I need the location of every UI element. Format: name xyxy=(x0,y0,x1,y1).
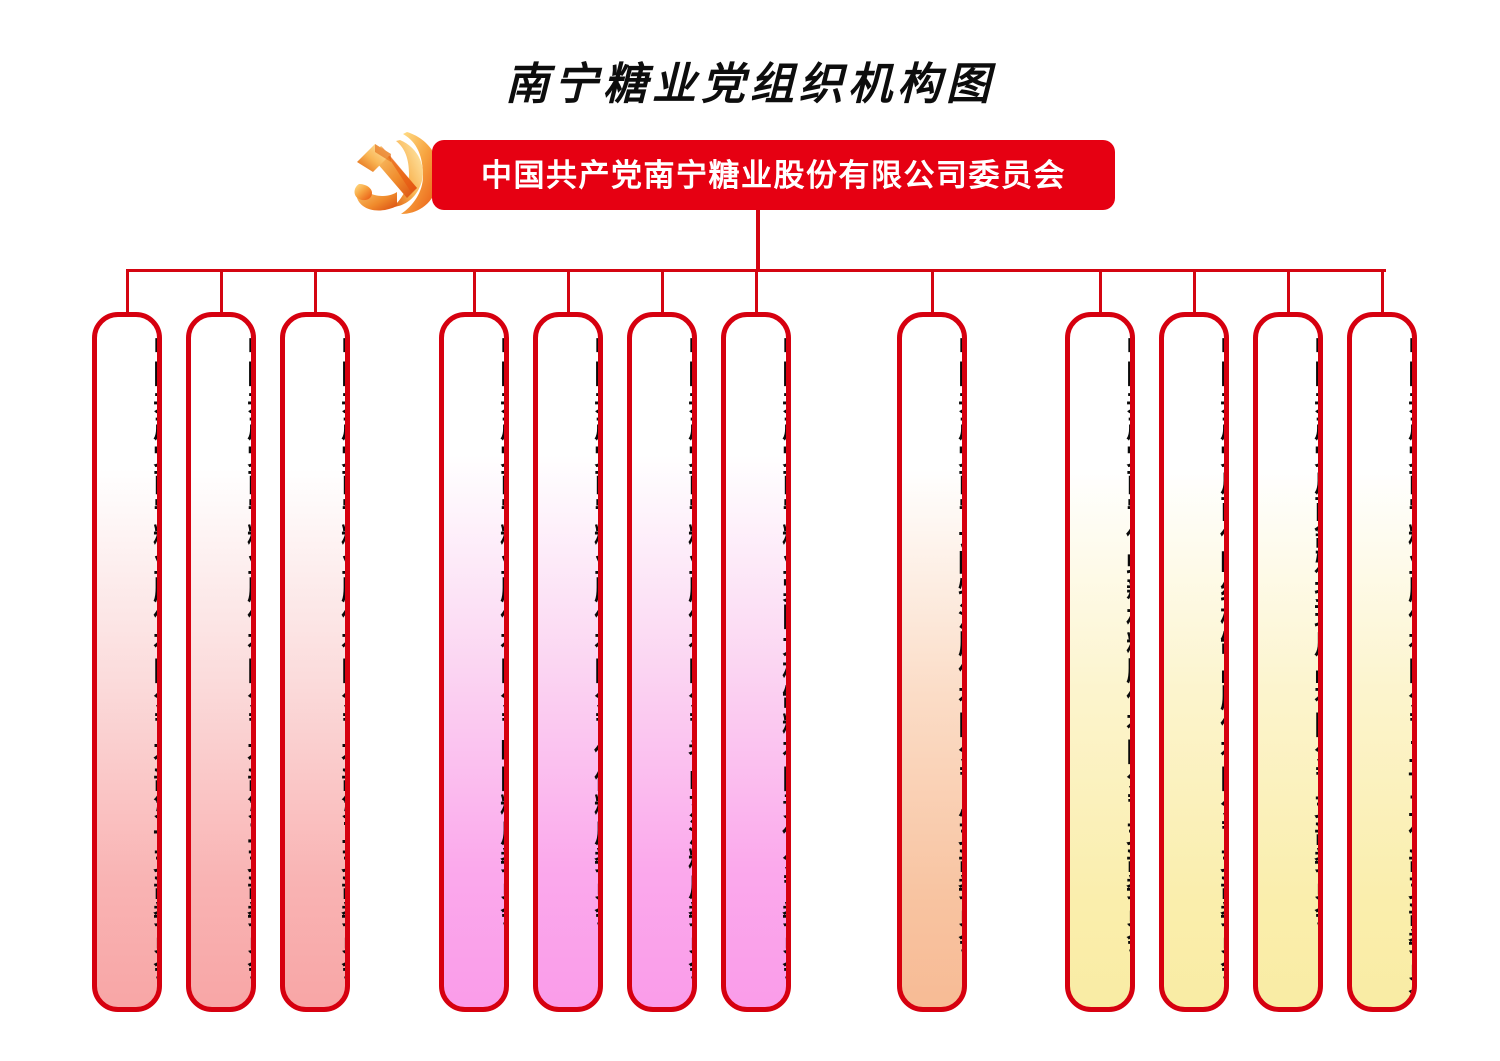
org-node-label: 中国共产党南宁糖业股份有限公司本部第三支部委员会 xyxy=(337,333,350,981)
org-node-box[interactable]: 中国共产党南宁糖业股份有限公司本部第一支部委员会 xyxy=(92,312,162,1012)
org-node-box[interactable]: 中国共产党广西舒雅护理用品有限公司支部委员会 xyxy=(1253,312,1323,1012)
org-node-label: 中国共产党南宁糖业股份有限公司三博工作部支部委员会 xyxy=(1404,333,1417,1008)
drop-connector xyxy=(1193,269,1196,314)
drop-connector xyxy=(126,269,129,314)
org-node-box[interactable]: 中国共产党南宁糖业股份有限公司三博工作部支部委员会 xyxy=(1347,312,1417,1012)
org-node-label: 中国共产党南宁糖业股份有限公司本部第一支部委员会 xyxy=(149,333,162,981)
drop-connector xyxy=(314,269,317,314)
root-node[interactable]: 中国共产党南宁糖业股份有限公司委员会 xyxy=(345,126,1115,218)
org-node-label: 中国共产党广西侨旺纸模制品股份有限公司支部委员会 xyxy=(1216,333,1229,981)
drop-connector xyxy=(1381,269,1384,314)
drop-connector xyxy=(473,269,476,314)
org-node-label: 中国共产党南宁糖业股份有限公司伶俐糖厂委员会 xyxy=(590,333,603,927)
org-node-label: 中国共产党南宁侨虹新材料股份有限公司支部委员会 xyxy=(1122,333,1135,954)
page-title: 南宁糖业党组织机构图 xyxy=(505,60,995,109)
org-node-label: 中国共产党广西舒雅护理用品有限公司支部委员会 xyxy=(1310,333,1323,927)
drop-connector xyxy=(1287,269,1290,314)
drop-connector xyxy=(1099,269,1102,314)
org-node-box[interactable]: 中国共产党南宁糖业股份有限公司本部第二支部委员会 xyxy=(186,312,256,1012)
drop-connector xyxy=(931,269,934,314)
org-node-box[interactable]: 中国共产党南宁糖业股份有限公司明阳糖厂委员会 xyxy=(439,312,509,1012)
drop-connector xyxy=(220,269,223,314)
org-node-box[interactable]: 中国共产党南宁糖业股份有限公司伶俐糖厂委员会 xyxy=(533,312,603,1012)
root-banner-label: 中国共产党南宁糖业股份有限公司委员会 xyxy=(481,157,1066,193)
org-node-box[interactable]: 中国共产党广西侨旺纸模制品股份有限公司支部委员会 xyxy=(1159,312,1229,1012)
org-node-box[interactable]: 中国共产党南宁侨虹新材料股份有限公司支部委员会 xyxy=(1065,312,1135,1012)
org-node-label: 中国共产党南宁糖业股份有限公司香山东江糖厂委员会 xyxy=(684,333,697,981)
org-node-box[interactable]: 中国共产党南宁糖业宾阳大桥制糖有限责任公司委员会 xyxy=(721,312,791,1012)
org-node-label: 中国共产党南宁糖业宾阳大桥制糖有限责任公司委员会 xyxy=(778,333,791,981)
trunk-connector xyxy=(756,210,760,272)
org-node-label: 中国共产党南宁云鸥物流股份有限公司总支部委员会 xyxy=(954,333,967,954)
drop-connector xyxy=(567,269,570,314)
drop-connector xyxy=(755,269,758,314)
org-node-box[interactable]: 中国共产党南宁糖业股份有限公司本部第三支部委员会 xyxy=(280,312,350,1012)
drop-connector xyxy=(661,269,664,314)
org-node-label: 中国共产党南宁糖业股份有限公司明阳糖厂委员会 xyxy=(496,333,509,927)
root-banner[interactable]: 中国共产党南宁糖业股份有限公司委员会 xyxy=(432,140,1115,210)
org-node-box[interactable]: 中国共产党南宁糖业股份有限公司香山东江糖厂委员会 xyxy=(627,312,697,1012)
org-node-box[interactable]: 中国共产党南宁云鸥物流股份有限公司总支部委员会 xyxy=(897,312,967,1012)
org-node-label: 中国共产党南宁糖业股份有限公司本部第二支部委员会 xyxy=(243,333,256,981)
party-emblem-icon xyxy=(345,126,449,218)
